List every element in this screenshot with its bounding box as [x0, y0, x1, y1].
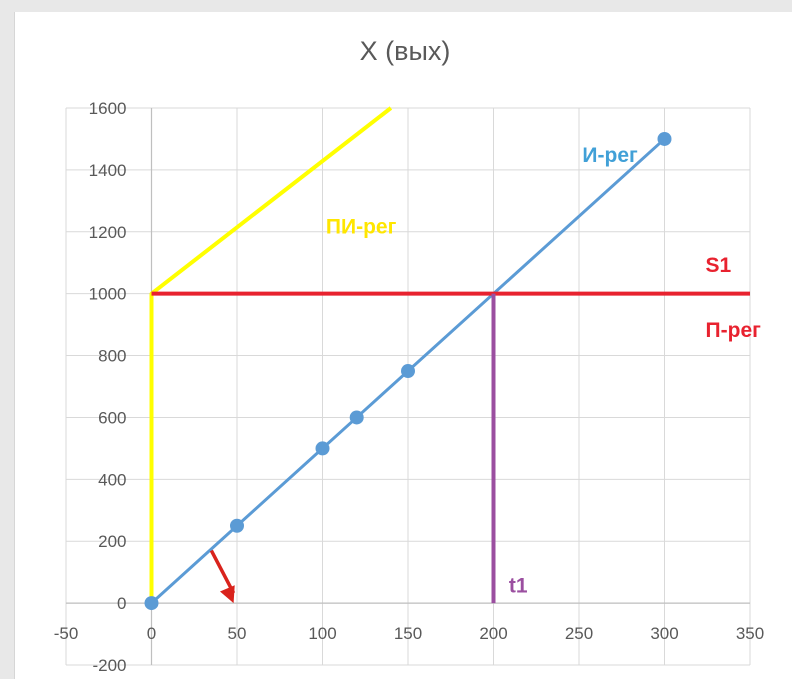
- x-tick-label: 350: [736, 624, 764, 643]
- x-tick-label: -50: [54, 624, 79, 643]
- series-layer: [144, 106, 750, 611]
- x-tick-label: 50: [228, 624, 247, 643]
- chart-frame: [14, 12, 792, 679]
- arrow-line: [209, 549, 236, 594]
- y-tick-label: 1000: [89, 285, 127, 304]
- y-tick-label: 400: [98, 470, 126, 489]
- arrow-head: [219, 585, 235, 604]
- y-tick-label: 800: [98, 347, 126, 366]
- annotation-label: t1: [509, 574, 528, 597]
- x-tick-label: 100: [308, 624, 336, 643]
- annotation-label: S1: [706, 254, 732, 277]
- data-point: [401, 364, 415, 379]
- data-point: [144, 596, 159, 611]
- y-tick-label: 0: [117, 594, 126, 613]
- annotation-layer: И-рег ПИ-рег S1 П-рег t1: [326, 144, 761, 597]
- data-point: [657, 131, 672, 146]
- series-line: [150, 137, 666, 605]
- annotation-label: ПИ-рег: [326, 215, 397, 238]
- data-point: [349, 410, 364, 425]
- axes: -50 0 50 100 150 200 250 300 350 -200 0 200 400 600 80…: [54, 99, 764, 675]
- y-tick-label: 600: [98, 408, 126, 427]
- x-tick-label: 150: [394, 624, 422, 643]
- x-tick-label: 0: [147, 624, 156, 643]
- x-tick-label: 300: [650, 624, 678, 643]
- y-tick-label: 200: [98, 532, 126, 551]
- annotation-label: И-рег: [582, 144, 638, 167]
- grid: [65, 107, 751, 666]
- data-point: [230, 518, 244, 533]
- chart-title: X (вых): [360, 36, 451, 66]
- x-tick-label: 200: [479, 624, 507, 643]
- data-point: [315, 441, 330, 456]
- x-tick-label: 250: [565, 624, 593, 643]
- y-tick-label: -200: [92, 656, 126, 675]
- y-tick-label: 1200: [89, 223, 127, 242]
- y-tick-label: 1600: [89, 99, 127, 118]
- annotation-label: П-рег: [706, 319, 762, 342]
- y-tick-label: 1400: [89, 161, 127, 180]
